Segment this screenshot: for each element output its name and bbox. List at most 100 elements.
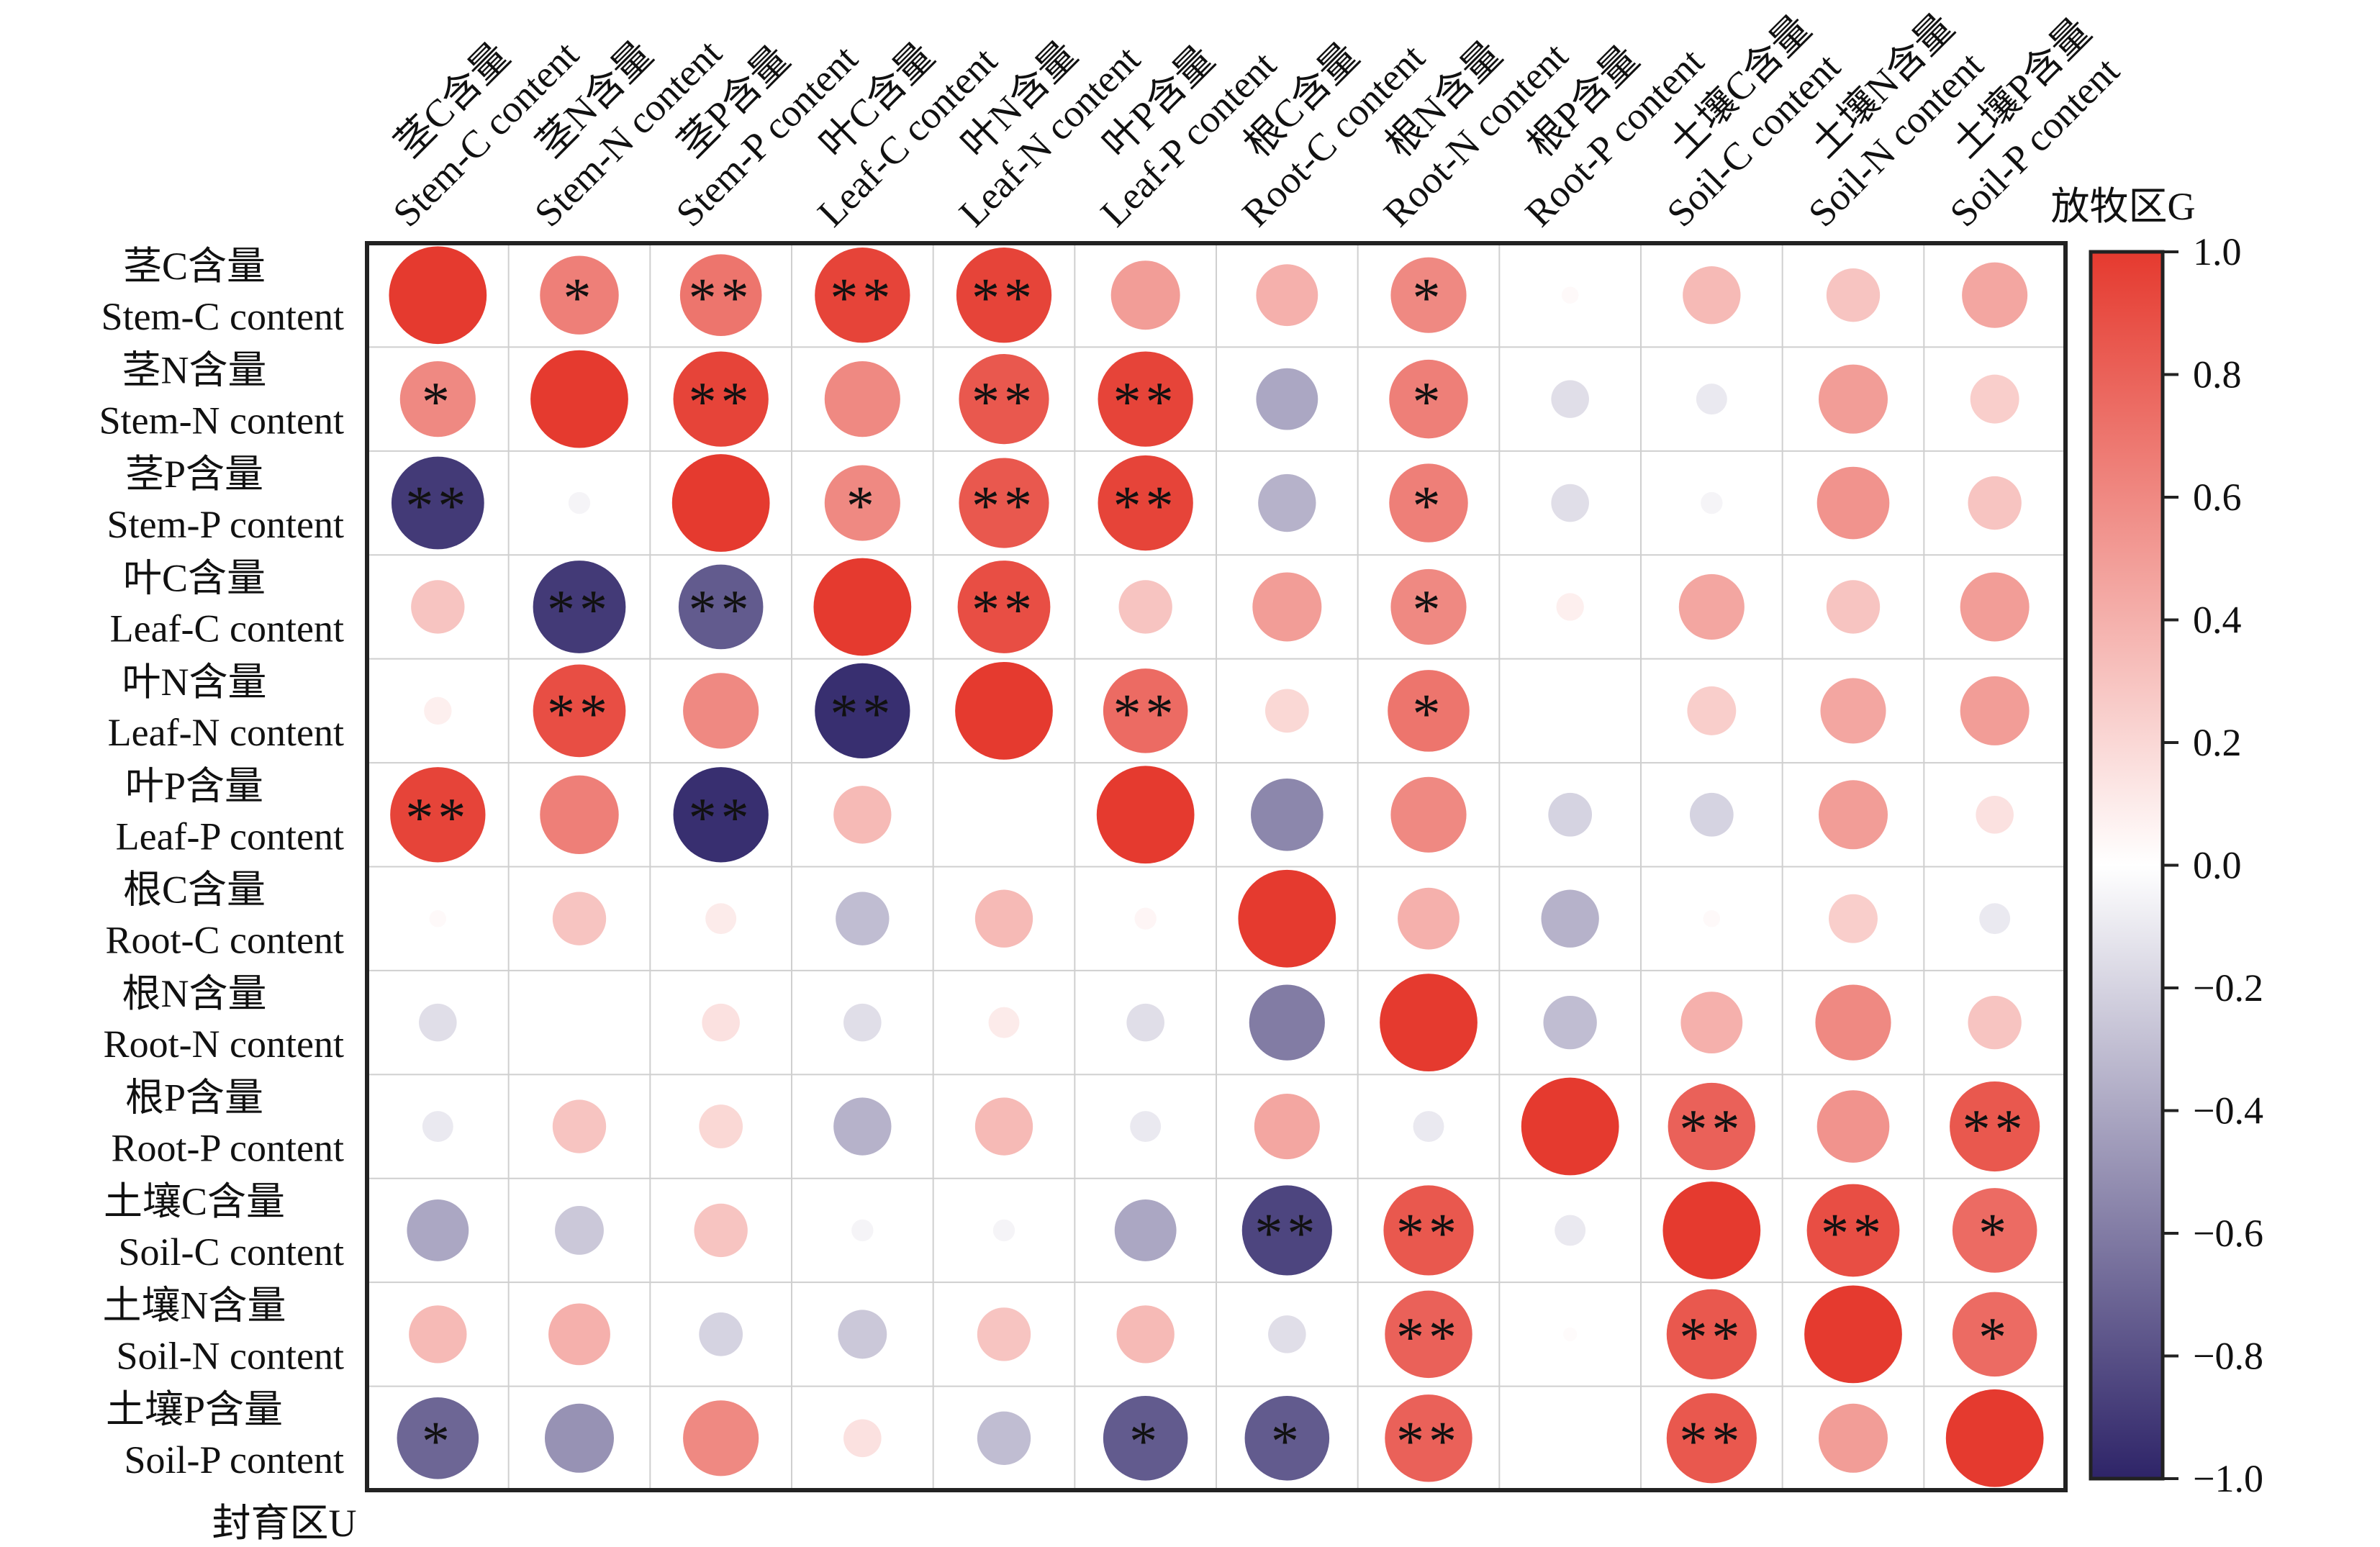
significance-mark: ** <box>547 578 612 640</box>
row-label-zh: 茎P含量 <box>125 453 263 496</box>
significance-mark: * <box>1271 1410 1303 1472</box>
correlation-circle <box>1819 364 1888 434</box>
correlation-circle <box>548 1303 610 1366</box>
correlation-circle <box>555 1206 604 1255</box>
correlation-circle <box>1950 1081 2040 1172</box>
correlation-circle <box>815 248 910 343</box>
correlation-circle <box>815 663 910 759</box>
grid-lines <box>367 243 2065 1490</box>
correlation-circle <box>424 697 452 725</box>
correlation-circle <box>1689 792 1734 837</box>
correlation-circle <box>540 255 619 335</box>
correlation-circle <box>1815 984 1891 1061</box>
colorbar-tick-label: −0.2 <box>2193 966 2263 1010</box>
row-label-zh: 叶C含量 <box>123 556 266 599</box>
significance-mark: ** <box>972 266 1036 329</box>
significance-mark: ** <box>1254 1202 1319 1264</box>
correlation-circle <box>429 909 447 927</box>
significance-mark: ** <box>1679 1305 1744 1368</box>
row-label-en: Soil-P content <box>125 1438 345 1482</box>
colorbar-tick-label: −0.8 <box>2193 1335 2263 1378</box>
correlation-circle <box>1241 1185 1332 1276</box>
correlation-circle <box>1250 778 1324 851</box>
significance-mark: ** <box>405 474 470 537</box>
correlation-circle <box>530 350 628 448</box>
correlation-circle <box>1385 1290 1472 1379</box>
significance-mark: * <box>422 371 454 433</box>
significance-mark: ** <box>1396 1305 1461 1368</box>
significance-mark: ** <box>1821 1202 1886 1264</box>
correlation-circle <box>1252 572 1322 642</box>
correlation-circle <box>540 775 619 855</box>
correlation-circle <box>824 361 900 437</box>
correlation-circle <box>1819 780 1888 850</box>
row-label-en: Root-N content <box>104 1022 344 1066</box>
correlation-circle <box>407 1199 469 1261</box>
correlation-circle <box>1390 257 1467 333</box>
correlation-circle <box>671 454 770 552</box>
correlation-circle <box>702 1003 740 1042</box>
significance-mark: ** <box>830 682 895 745</box>
correlation-circle <box>1952 1188 2037 1273</box>
correlation-circle <box>1390 568 1467 645</box>
correlation-circle <box>957 561 1051 653</box>
correlation-circle <box>1134 907 1157 930</box>
correlation-circle <box>1696 384 1727 415</box>
correlation-circle <box>1388 670 1470 752</box>
colorbar-tick-label: 1.0 <box>2193 230 2242 273</box>
correlation-circle <box>836 892 890 945</box>
correlation-circle <box>1820 678 1886 744</box>
correlation-circle <box>1668 1082 1756 1171</box>
correlation-circle <box>678 564 764 650</box>
correlation-circle <box>1238 869 1336 968</box>
row-label-zh: 土壤N含量 <box>103 1284 286 1327</box>
upper-triangle-label: 放牧区G <box>2051 185 2196 228</box>
significance-mark: * <box>422 1410 454 1472</box>
correlation-circle <box>1389 463 1468 543</box>
correlation-circle <box>673 767 769 863</box>
correlation-circle <box>1970 374 2019 424</box>
correlation-circle <box>389 246 487 345</box>
correlation-circle <box>992 1219 1015 1242</box>
row-label-en: Root-P content <box>112 1127 344 1170</box>
significance-mark: ** <box>547 682 612 745</box>
colorbar-tick-label: 0.0 <box>2193 844 2242 887</box>
correlation-circle <box>545 1403 614 1473</box>
correlation-circle <box>1096 766 1195 864</box>
significance-mark: ** <box>1113 474 1178 537</box>
correlation-circle <box>1979 903 2011 935</box>
correlation-circle <box>988 1007 1020 1038</box>
significance-mark: ** <box>405 786 470 848</box>
row-label-en: Leaf-N content <box>108 711 344 754</box>
significance-mark: ** <box>1113 682 1178 745</box>
lower-triangle-label: 封育区U <box>212 1502 357 1545</box>
correlation-circle <box>1816 466 1890 540</box>
correlation-circle <box>422 1111 453 1143</box>
significance-mark: ** <box>972 474 1036 537</box>
correlation-circle <box>399 361 476 437</box>
significance-mark: ** <box>689 786 754 848</box>
colorbar-tick-label: 0.6 <box>2193 476 2242 519</box>
colorbar-tick-label: −1.0 <box>2193 1457 2263 1500</box>
plot-frame <box>365 241 2068 1492</box>
correlation-circle <box>1110 260 1180 330</box>
significance-mark: ** <box>972 578 1036 640</box>
row-label-zh: 根N含量 <box>122 972 267 1015</box>
row-label-zh: 叶N含量 <box>122 661 267 704</box>
correlation-circle <box>1114 1199 1177 1261</box>
significance-mark: * <box>846 474 879 537</box>
row-label-en: Leaf-C content <box>110 607 344 650</box>
colorbar-tick-label: 0.8 <box>2193 353 2242 396</box>
correlation-circle <box>1385 1394 1472 1482</box>
row-label-en: Stem-P content <box>107 503 344 546</box>
correlation-circle <box>1551 380 1589 418</box>
colorbar: 1.0 0.8 0.6 0.4 0.2 0.0 −0.2 −0.4 −0.6 −0.8 −1.0 <box>2089 230 2263 1500</box>
correlation-circle <box>1968 476 2022 530</box>
correlation-circle <box>1249 984 1325 1061</box>
significance-mark: ** <box>689 578 754 640</box>
correlation-circle <box>1380 974 1478 1072</box>
row-label-en: Leaf-P content <box>116 815 344 858</box>
correlation-circle <box>833 786 892 844</box>
